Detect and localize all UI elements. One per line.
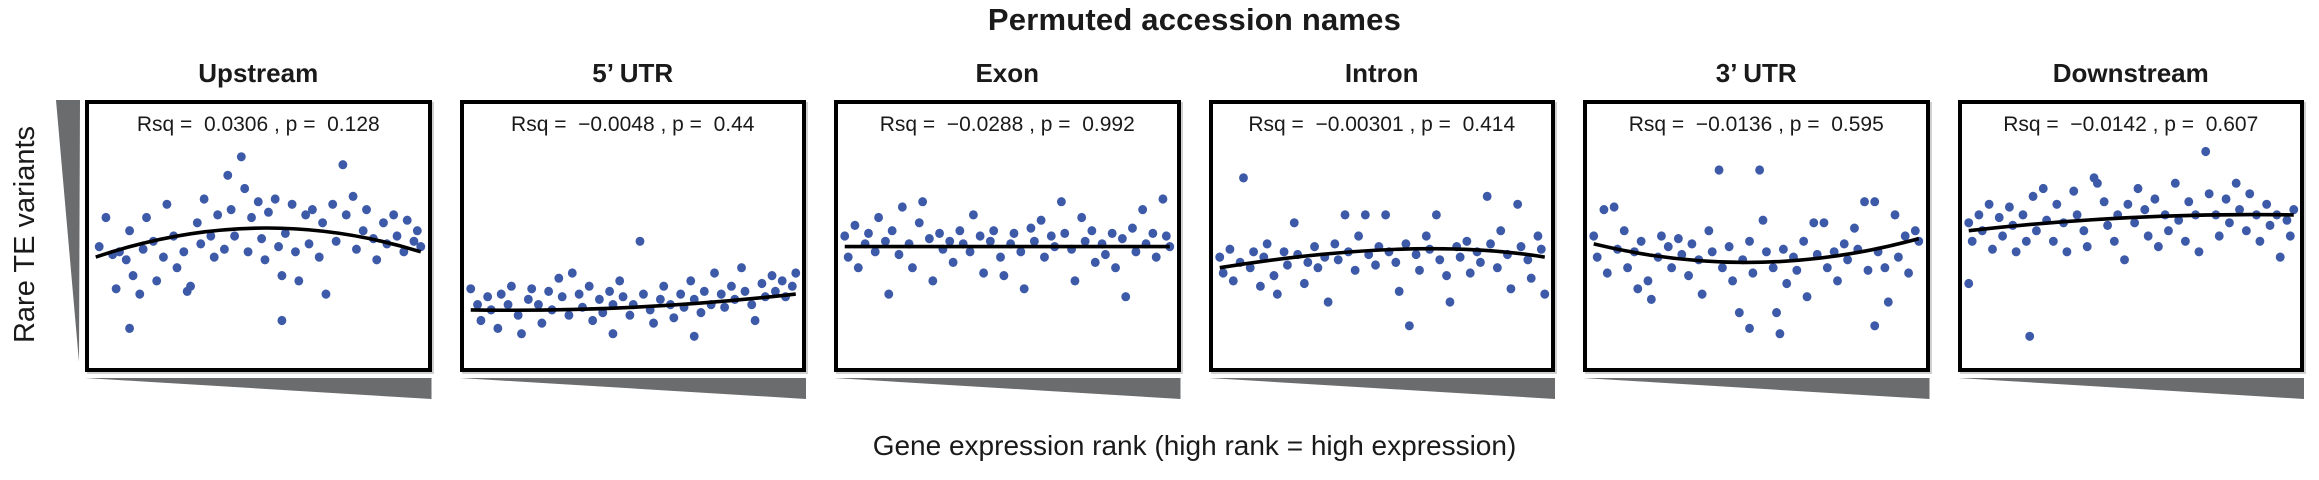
stats-label: Rsq = −0.00301 , p = 0.414 bbox=[1248, 113, 1516, 136]
plot-box: Rsq = −0.0142 , p = 0.607 bbox=[1957, 100, 2304, 372]
y-axis-gradient-wedge-icon bbox=[56, 100, 80, 362]
stats-label: Rsq = −0.0048 , p = 0.44 bbox=[511, 113, 755, 136]
plot-box: Rsq = −0.0136 , p = 0.595 bbox=[1583, 100, 1930, 372]
panel-title: Exon bbox=[975, 57, 1040, 88]
x-axis-gradient-wedge-icon bbox=[459, 378, 806, 399]
panel-title: Intron bbox=[1344, 57, 1419, 88]
panels-row: Upstream Rsq = 0.0306 , p = 0.128 5’ UTR… bbox=[85, 46, 2304, 399]
x-axis-gradient-wedge-icon bbox=[834, 378, 1181, 399]
scatter-plot bbox=[1589, 165, 1924, 339]
panel-title: Downstream bbox=[2052, 57, 2209, 88]
stats-label: Rsq = −0.0288 , p = 0.992 bbox=[879, 113, 1135, 136]
panel-downstream: Downstream Rsq = −0.0142 , p = 0.607 bbox=[1957, 46, 2304, 399]
stats-label: Rsq = −0.0142 , p = 0.607 bbox=[2003, 113, 2259, 136]
figure-title: Permuted accession names bbox=[987, 2, 1402, 37]
scatter-plot bbox=[94, 152, 426, 333]
x-axis-gradient-wedge-icon bbox=[85, 378, 432, 399]
panel-title: 5’ UTR bbox=[592, 57, 674, 88]
stats-label: Rsq = 0.0306 , p = 0.128 bbox=[136, 113, 380, 136]
panel-3utr: 3’ UTR Rsq = −0.0136 , p = 0.595 bbox=[1583, 46, 1930, 399]
panel-title: 3’ UTR bbox=[1715, 57, 1797, 88]
plot-box: Rsq = 0.0306 , p = 0.128 bbox=[85, 100, 432, 372]
panel-exon: Exon Rsq = −0.0288 , p = 0.992 bbox=[834, 46, 1181, 399]
y-axis-label: Rare TE variants bbox=[9, 125, 42, 343]
y-axis-label-wrap: Rare TE variants bbox=[0, 100, 52, 368]
scatter-plot bbox=[1963, 146, 2298, 341]
panel-upstream: Upstream Rsq = 0.0306 , p = 0.128 bbox=[85, 46, 432, 399]
panel-5utr: 5’ UTR Rsq = −0.0048 , p = 0.44 bbox=[459, 46, 806, 399]
plot-box: Rsq = −0.0288 , p = 0.992 bbox=[834, 100, 1181, 372]
x-axis-gradient-wedge-icon bbox=[1208, 378, 1555, 399]
x-axis-gradient-wedge-icon bbox=[1583, 378, 1930, 399]
panel-title: Upstream bbox=[198, 57, 319, 88]
stats-label: Rsq = −0.0136 , p = 0.595 bbox=[1628, 113, 1884, 136]
x-axis-gradient-wedge-icon bbox=[1957, 378, 2304, 399]
panel-intron: Intron Rsq = −0.00301 , p = 0.414 bbox=[1208, 46, 1555, 399]
scatter-plot bbox=[840, 194, 1175, 302]
scatter-plot bbox=[1214, 173, 1549, 331]
scatter-plot bbox=[465, 236, 800, 341]
x-axis-label: Gene expression rank (high rank = high e… bbox=[872, 430, 1517, 461]
plot-box: Rsq = −0.00301 , p = 0.414 bbox=[1208, 100, 1555, 372]
plot-box: Rsq = −0.0048 , p = 0.44 bbox=[459, 100, 806, 372]
